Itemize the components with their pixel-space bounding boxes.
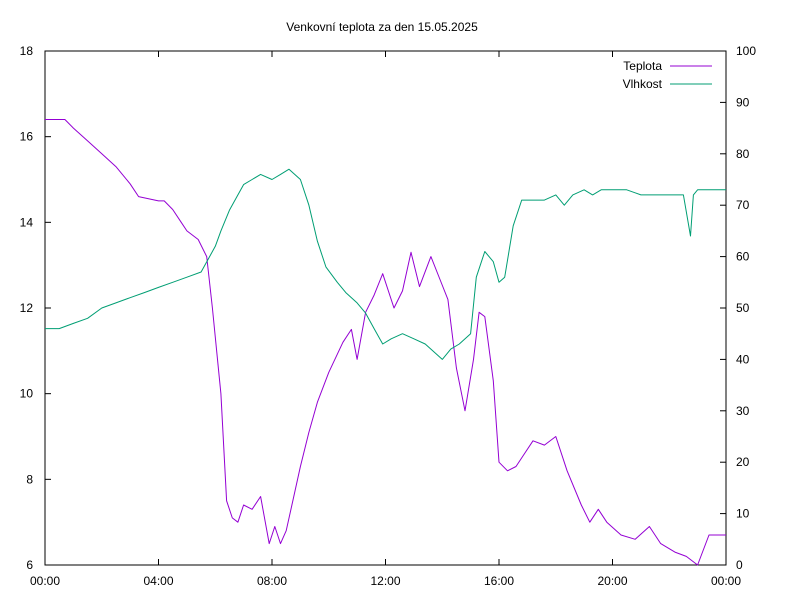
y-right-tick-label: 70: [736, 198, 750, 212]
x-axis: 00:00 04:00 08:00 12:00 16:00 20:00 00:00: [30, 51, 741, 588]
x-tick-label: 00:00: [711, 574, 741, 588]
y-right-tick-label: 50: [736, 301, 750, 315]
x-tick-label: 16:00: [484, 574, 514, 588]
y-left-tick-label: 18: [20, 44, 34, 58]
y-right-tick-label: 80: [736, 147, 750, 161]
y-left-tick-label: 16: [20, 130, 34, 144]
x-tick-label: 08:00: [257, 574, 287, 588]
legend-label: Vlhkost: [623, 77, 663, 91]
y-right-tick-label: 20: [736, 455, 750, 469]
y-right-tick-label: 0: [736, 558, 743, 572]
x-tick-label: 12:00: [370, 574, 400, 588]
y-axis-left: 6 8 10 12 14 16 18: [20, 44, 51, 572]
y-right-tick-label: 10: [736, 507, 750, 521]
y-left-tick-label: 6: [26, 558, 33, 572]
y-right-tick-label: 90: [736, 95, 750, 109]
series-line-teplota: [45, 119, 726, 566]
series-line-vlhkost: [45, 168, 726, 360]
y-axis-right: 0 10 20 30 40 50 60 70 80 90 100: [720, 44, 756, 572]
chart-title: Venkovní teplota za den 15.05.2025: [286, 20, 478, 34]
y-right-tick-label: 100: [736, 44, 756, 58]
legend: Teplota Vlhkost: [623, 59, 712, 91]
y-right-tick-label: 40: [736, 352, 750, 366]
legend-label: Teplota: [623, 59, 662, 73]
y-right-tick-label: 30: [736, 404, 750, 418]
series-layer: [45, 119, 726, 566]
x-tick-label: 04:00: [143, 574, 173, 588]
y-left-tick-label: 14: [20, 215, 34, 229]
y-left-tick-label: 12: [20, 301, 34, 315]
y-right-tick-label: 60: [736, 250, 750, 264]
y-left-tick-label: 10: [20, 387, 34, 401]
y-left-tick-label: 8: [26, 472, 33, 486]
x-tick-label: 20:00: [597, 574, 627, 588]
x-tick-label: 00:00: [30, 574, 60, 588]
